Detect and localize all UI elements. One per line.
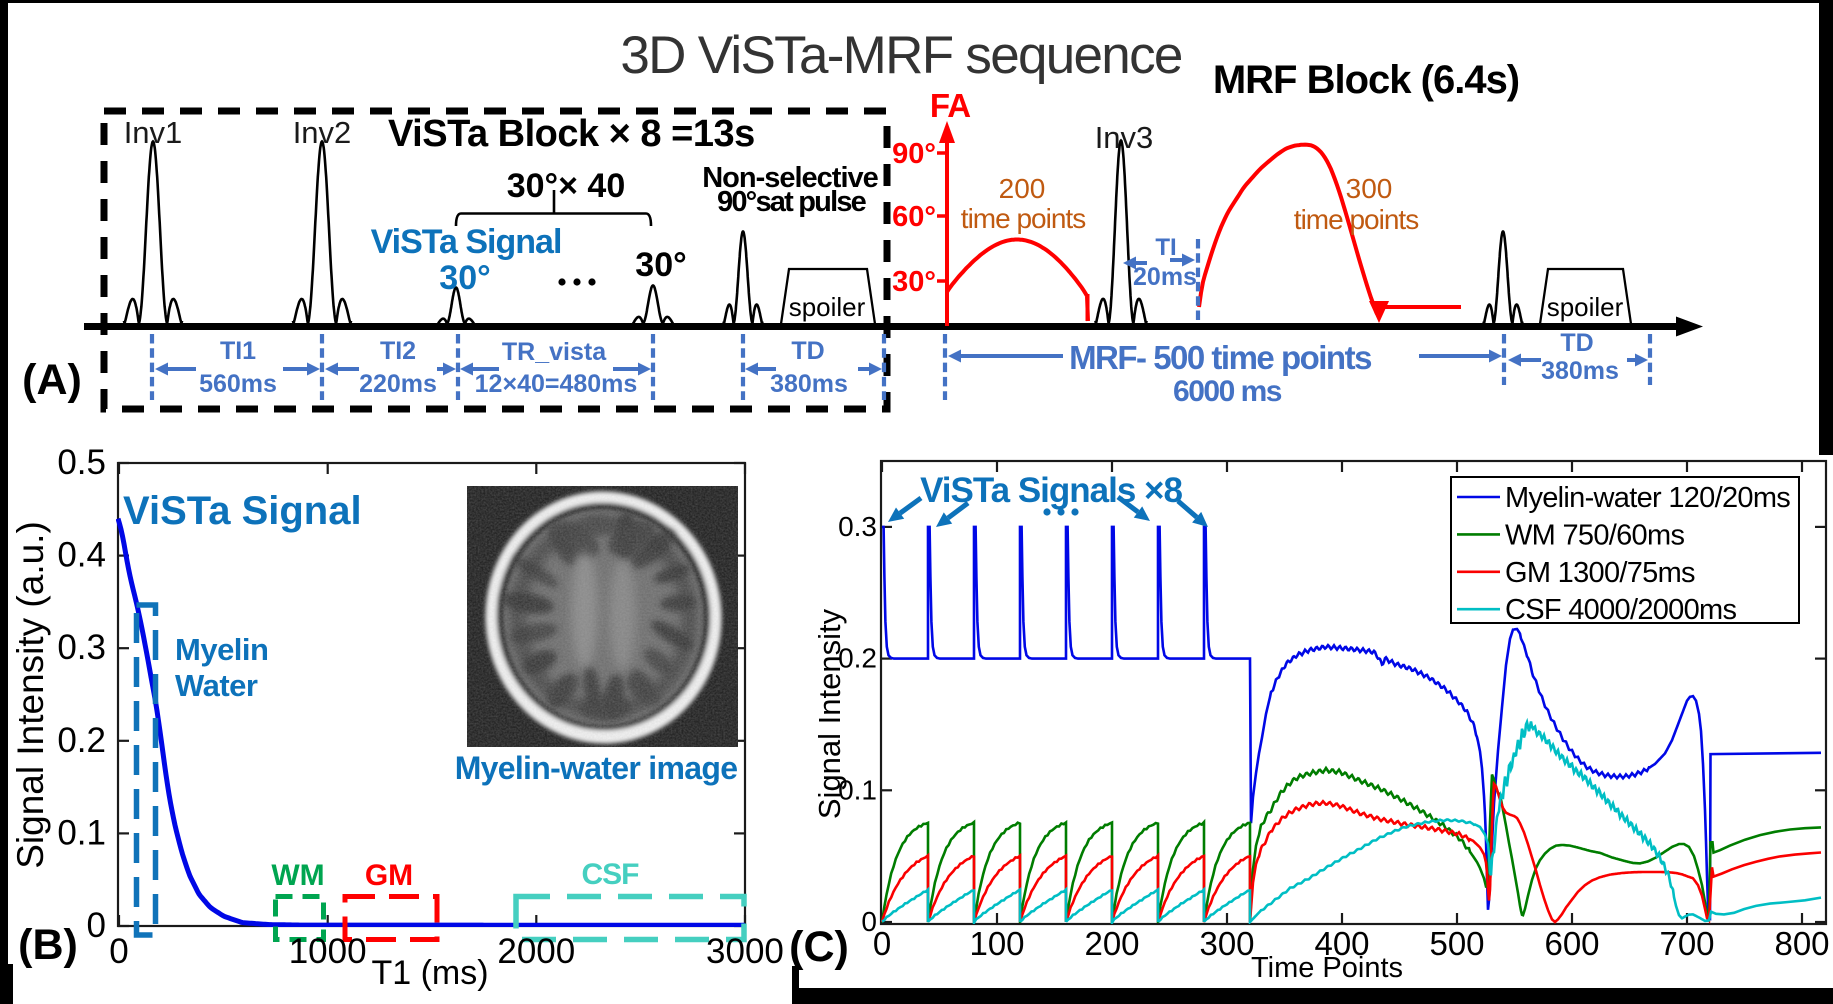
svg-text:Inv1: Inv1	[124, 115, 183, 150]
svg-text:TI: TI	[1155, 234, 1176, 261]
svg-text:Myelin-water 120/20ms: Myelin-water 120/20ms	[1505, 482, 1790, 514]
svg-text:GM 1300/75ms: GM 1300/75ms	[1505, 557, 1695, 589]
svg-text:time points: time points	[961, 203, 1085, 234]
svg-text:time points: time points	[1294, 204, 1418, 235]
svg-text:spoiler: spoiler	[789, 292, 866, 322]
svg-text:20ms: 20ms	[1133, 263, 1197, 291]
svg-text:ViSTa Block × 8 =13s: ViSTa Block × 8 =13s	[388, 113, 755, 155]
svg-text:600: 600	[1544, 925, 1599, 962]
svg-text:spoiler: spoiler	[1547, 292, 1624, 322]
svg-text:FA: FA	[930, 87, 970, 124]
svg-text:500: 500	[1429, 925, 1484, 962]
svg-text:(C): (C)	[789, 923, 849, 971]
svg-text:WM: WM	[271, 859, 324, 892]
svg-text:380ms: 380ms	[770, 370, 848, 398]
svg-text:300: 300	[1346, 173, 1393, 204]
svg-text:700: 700	[1659, 925, 1714, 962]
svg-text:30°: 30°	[439, 259, 490, 297]
svg-text:400: 400	[1314, 925, 1369, 962]
svg-text:ViSTa Signal: ViSTa Signal	[123, 489, 362, 533]
svg-text:Myelin: Myelin	[175, 632, 268, 667]
svg-text:ViSTa Signals ×8: ViSTa Signals ×8	[920, 471, 1182, 510]
svg-text:0: 0	[87, 906, 106, 945]
svg-text:MRF Block (6.4s): MRF Block (6.4s)	[1213, 58, 1519, 102]
svg-text:Signal Intensity (a.u.): Signal Intensity (a.u.)	[10, 521, 51, 869]
svg-text:WM 750/60ms: WM 750/60ms	[1505, 519, 1684, 551]
svg-text:90°: 90°	[892, 138, 936, 170]
svg-text:3D ViSTa-MRF sequence: 3D ViSTa-MRF sequence	[620, 26, 1182, 85]
svg-text:T1 (ms): T1 (ms)	[371, 954, 488, 992]
svg-text:0: 0	[861, 906, 877, 937]
svg-text:30°× 40: 30°× 40	[507, 167, 626, 205]
svg-text:560ms: 560ms	[199, 370, 277, 398]
svg-text:3000: 3000	[706, 932, 784, 971]
svg-text:ViSTa Signal: ViSTa Signal	[371, 223, 562, 261]
svg-text:(A): (A)	[22, 356, 82, 404]
svg-text:30°: 30°	[892, 266, 936, 298]
svg-text:Water: Water	[175, 668, 258, 703]
svg-text:MRF- 500 time points: MRF- 500 time points	[1069, 339, 1371, 376]
svg-text:Non-selective: Non-selective	[702, 162, 878, 194]
svg-text:(B): (B)	[18, 921, 78, 969]
svg-text:0: 0	[873, 925, 891, 962]
svg-text:800: 800	[1774, 925, 1829, 962]
svg-text:200: 200	[1084, 925, 1139, 962]
svg-text:2000: 2000	[497, 932, 575, 971]
svg-text:TD: TD	[1560, 329, 1593, 357]
svg-text:1000: 1000	[289, 932, 367, 971]
svg-text:Signal Intensity: Signal Intensity	[812, 608, 847, 819]
svg-text:0.1: 0.1	[57, 813, 106, 852]
svg-text:0.2: 0.2	[838, 643, 877, 674]
svg-text:6000 ms: 6000 ms	[1173, 375, 1282, 408]
svg-text:0.5: 0.5	[57, 443, 106, 482]
svg-text:100: 100	[969, 925, 1024, 962]
svg-text:0.4: 0.4	[57, 536, 106, 575]
svg-text:300: 300	[1199, 925, 1254, 962]
svg-text:0.3: 0.3	[57, 628, 106, 667]
svg-text:0.1: 0.1	[838, 774, 877, 805]
svg-text:CSF 4000/2000ms: CSF 4000/2000ms	[1505, 594, 1736, 626]
svg-text:Time Points: Time Points	[1251, 952, 1403, 984]
svg-text:Inv3: Inv3	[1095, 120, 1154, 155]
svg-text:0: 0	[109, 932, 128, 971]
svg-text:Myelin-water image: Myelin-water image	[455, 750, 738, 786]
svg-text:TI2: TI2	[380, 337, 416, 365]
svg-text:TI1: TI1	[220, 337, 256, 365]
svg-text:Inv2: Inv2	[293, 115, 352, 150]
svg-text:0.3: 0.3	[838, 511, 877, 542]
svg-text:12×40=480ms: 12×40=480ms	[475, 370, 638, 398]
svg-text:380ms: 380ms	[1541, 357, 1619, 385]
svg-text:200: 200	[999, 173, 1046, 204]
svg-text:90°sat pulse: 90°sat pulse	[717, 186, 867, 218]
svg-text:TR_vista: TR_vista	[502, 338, 607, 366]
svg-text:TD: TD	[791, 337, 824, 365]
svg-text:CSF: CSF	[582, 858, 640, 891]
svg-text:60°: 60°	[892, 201, 936, 233]
svg-text:GM: GM	[365, 859, 413, 892]
svg-text:30°: 30°	[635, 246, 686, 284]
svg-text:0.2: 0.2	[57, 721, 106, 760]
svg-text:220ms: 220ms	[359, 370, 437, 398]
